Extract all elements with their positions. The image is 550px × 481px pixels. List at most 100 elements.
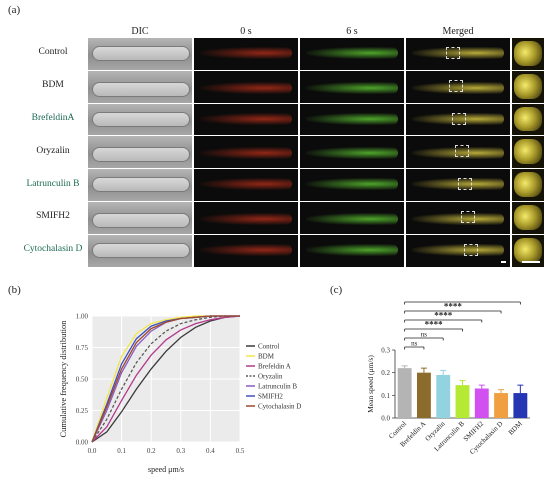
panel-label-b: (b) [8,284,21,296]
dic-image [88,70,192,103]
pollen-tube-signal [412,112,504,125]
fluorescence-image [194,70,298,103]
dic-image [88,202,192,234]
fluorescence-image [194,202,298,234]
fluorescence-image [406,70,510,103]
dic-image [88,169,192,201]
column-header-dic: DIC [131,26,149,37]
y-tick-label: 0.1 [381,392,390,400]
bar [436,374,451,418]
row-label: Oryzalin [36,145,70,156]
pollen-tube-signal [306,81,398,94]
significance-label: ns [421,331,428,339]
pollen-tube-signal [200,243,292,256]
pollen-tube-signal [412,243,504,256]
x-tick-label: 0.4 [206,447,215,455]
fluorescence-image [300,202,404,234]
pollen-tube-signal [412,47,504,59]
fluorescence-image [406,202,510,234]
fluorescence-image [194,38,298,70]
series-line [91,315,241,443]
y-tick-label: 1.00 [76,313,89,321]
region-of-interest-box [461,211,475,223]
series-line [91,315,241,443]
fluorescence-image [300,103,404,136]
x-tick-label: 0.5 [236,447,245,455]
pollen-tube-cell [92,81,190,97]
cumulative-frequency-chart: 0.0 0.1 0.2 0.3 0.4 0.5 0.00 0.25 0.50 0.75 1.00 Cu… [58,313,301,475]
pollen-tube-signal [200,81,292,94]
pollen-tube-cell [92,213,190,228]
legend-entry: Latrunculin B [258,383,297,391]
significance-label: **** [454,300,473,303]
region-of-interest-box [452,112,466,125]
y-axis-label: Cumulative frequency distribution [58,320,68,438]
significance-label: ns [411,340,418,348]
fluorescence-image [300,38,404,70]
pollen-tube-cell [92,242,190,258]
bar [513,393,528,418]
bar [494,393,509,418]
significance-label: **** [434,311,453,321]
significance-label: **** [425,320,444,330]
legend-entry: SMIFH2 [258,393,283,401]
row-label: Cytochalasin D [23,244,83,255]
zoom-signal [514,41,542,66]
fluorescence-image [300,70,404,103]
pollen-tube-signal [200,112,292,125]
zoom-signal [514,172,542,197]
dic-image [88,234,192,267]
dic-image [88,38,192,70]
pollen-tube-signal [306,243,398,256]
row-label: SMIFH2 [36,211,70,222]
panel-label-a: (a) [8,4,21,16]
pollen-tube-signal [200,178,292,191]
zoom-signal [514,73,542,99]
row-label: Latrunculin B [26,178,80,189]
y-tick-label: 0.2 [381,369,390,377]
pollen-tube-signal [306,213,398,225]
legend-entry: BDM [258,353,275,361]
row-label: BrefeldinA [31,113,75,123]
dic-image [88,103,192,136]
dic-image [88,136,192,169]
column-header-merged: Merged [442,26,474,37]
column-header-6s: 6 s [346,26,358,37]
region-of-interest-box [446,47,460,59]
zoom-signal [514,139,542,165]
pollen-tube-signal [306,112,398,125]
region-of-interest-box [458,178,472,191]
y-tick-label: 0.0 [381,415,390,423]
x-tick-label: 0.2 [147,447,156,455]
y-tick-label: 0.75 [76,344,89,352]
fluorescence-image [406,169,510,201]
fluorescence-image [300,234,404,267]
zoom-image [512,169,544,201]
legend-entry: Brefeldin A [258,363,291,371]
zoom-signal [514,106,542,132]
series-line [91,315,240,443]
legend-entry: Control [258,343,279,351]
pollen-tube-signal [306,178,398,191]
x-tick-label: BDM [507,419,524,436]
row-label: Control [38,47,68,58]
zoom-image [512,136,544,169]
fluorescence-image [406,136,510,169]
fluorescence-image [194,136,298,169]
zoom-image [512,38,544,70]
pollen-tube-cell [92,177,190,193]
bar [474,388,489,418]
y-tick-label: 0.25 [76,407,89,415]
zoom-image [512,202,544,234]
region-of-interest-box [455,145,469,158]
scale-bar [522,260,540,263]
panel-label-c: (c) [330,284,343,296]
pollen-tube-signal [412,213,504,225]
region-of-interest-box [449,79,463,92]
y-tick-label: 0.00 [76,439,89,447]
zoom-image [512,234,544,267]
pollen-tube-signal [306,147,398,160]
column-header-0s: 0 s [240,26,252,37]
pollen-tube-signal [200,147,292,160]
